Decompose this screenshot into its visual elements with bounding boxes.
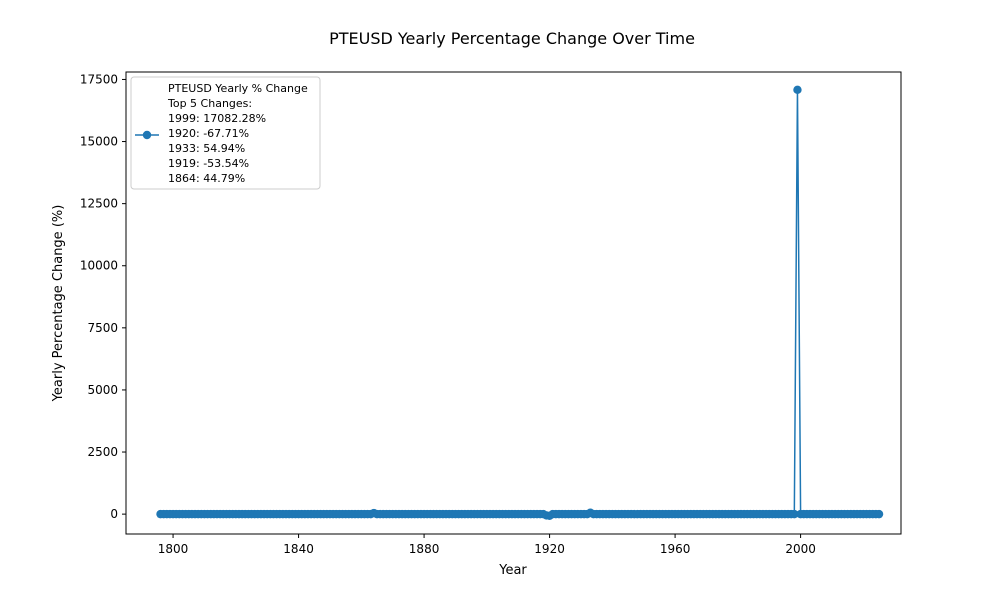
y-tick-label: 7500	[87, 321, 118, 335]
data-point	[793, 85, 802, 95]
legend-entry: Top 5 Changes:	[167, 97, 252, 110]
legend-entry: 1920: -67.71%	[168, 127, 249, 140]
x-tick-label: 1800	[158, 542, 189, 556]
y-tick-label: 5000	[87, 383, 118, 397]
legend-entry: 1864: 44.79%	[168, 172, 245, 185]
legend: PTEUSD Yearly % Change Top 5 Changes: 1999…	[130, 76, 321, 190]
data-point	[874, 509, 884, 519]
y-tick-label: 10000	[80, 259, 118, 273]
x-tick-label: 2000	[785, 542, 816, 556]
y-tick-label: 12500	[80, 197, 118, 211]
legend-entry: 1999: 17082.28%	[168, 112, 266, 125]
plot-area	[156, 85, 884, 521]
legend-entry: 1933: 54.94%	[168, 142, 245, 155]
x-tick-label: 1920	[534, 542, 565, 556]
y-tick-label: 17500	[80, 72, 118, 86]
data-point	[790, 509, 799, 519]
y-axis-title: Yearly Percentage Change (%)	[51, 205, 66, 403]
chart-title: PTEUSD Yearly Percentage Change Over Tim…	[329, 29, 695, 48]
y-axis: 0 2500 5000 7500 10000 12500 15000 17500	[80, 72, 126, 521]
legend-entry: 1919: -53.54%	[168, 157, 249, 170]
x-tick-label: 1840	[283, 542, 314, 556]
x-axis: 1800 1840 1880 1920 1960 2000	[158, 534, 816, 556]
legend-marker-icon	[142, 130, 152, 140]
y-tick-label: 2500	[87, 445, 118, 459]
x-tick-label: 1960	[660, 542, 691, 556]
plot-frame	[125, 71, 902, 535]
legend-frame	[130, 76, 321, 190]
y-tick-label: 15000	[80, 135, 118, 149]
legend-entry: PTEUSD Yearly % Change	[168, 82, 308, 95]
x-axis-title: Year	[498, 563, 527, 578]
x-tick-label: 1880	[409, 542, 440, 556]
y-tick-label: 0	[110, 507, 118, 521]
